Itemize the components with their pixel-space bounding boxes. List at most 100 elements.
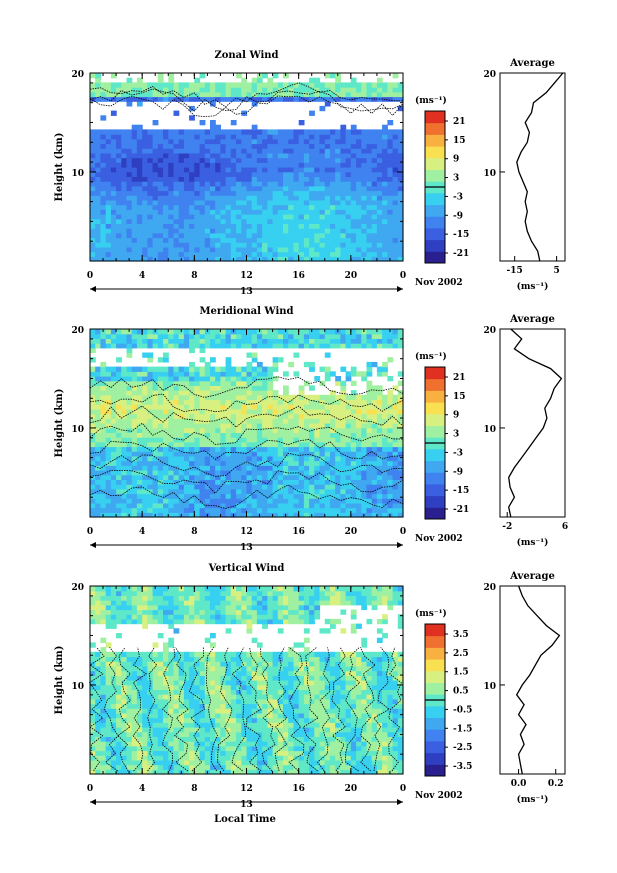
heatmap-cell [340,162,347,168]
heatmap-cell [173,423,180,429]
heatmap-cell [95,157,101,163]
heatmap-cell [90,604,96,611]
heatmap-cell [220,427,227,433]
heatmap-cell [126,366,133,372]
heatmap-cell [142,750,148,756]
heatmap-cell [387,376,394,382]
heatmap-cell [293,129,300,135]
heatmap-cell [95,694,101,700]
heatmap-cell [95,190,101,196]
heatmap-cell [126,488,133,495]
heatmap-cell [251,214,258,220]
heatmap-cell [157,162,164,168]
heatmap-cell [230,87,237,93]
heatmap-cell [105,727,112,733]
heatmap-cell [121,488,128,495]
heatmap-cell [288,507,294,513]
heatmap-cell [194,152,201,159]
heatmap-cell [335,465,341,471]
heatmap-cell [256,474,263,480]
heatmap-cell [392,181,399,187]
heatmap-cell [116,408,122,415]
heatmap-cell [356,404,362,410]
heatmap-cell [121,455,128,462]
heatmap-cell [392,91,399,98]
heatmap-cell [100,162,107,168]
heatmap-cell [303,246,310,253]
heatmap-cell [288,242,294,248]
heatmap-cell [136,232,143,239]
heatmap-cell [230,190,237,196]
heatmap-cell [152,717,159,723]
heatmap-cell [100,451,107,457]
heatmap-cell [397,507,404,513]
heatmap-cell [194,148,201,154]
heatmap-cell [199,167,206,173]
heatmap-cell [136,385,143,391]
heatmap-cell [105,604,112,611]
heatmap-cell [142,586,148,592]
heatmap-cell [230,171,237,177]
heatmap-cell [303,251,310,257]
heatmap-cell [199,427,206,433]
heatmap-cell [100,609,107,615]
heatmap-cell [376,488,383,495]
heatmap-cell [246,441,253,448]
heatmap-cell [314,460,321,466]
heatmap-cell [131,376,138,382]
heatmap-cell [100,736,107,742]
heatmap-cell [356,246,362,253]
heatmap-cell [189,488,195,495]
heatmap-cell [361,432,368,438]
heatmap-cell [100,717,107,723]
heatmap-cell [163,586,169,592]
heatmap-cell [246,82,253,88]
heatmap-cell [283,460,289,466]
heatmap-cell [356,218,362,224]
heatmap-cell [319,446,326,452]
heatmap-cell [330,87,336,93]
heatmap-cell [210,432,216,438]
heatmap-cell [116,755,122,761]
heatmap-cell [152,656,159,662]
heatmap-cell [267,242,274,248]
heatmap-cell [147,214,154,220]
heatmap-cell [100,82,107,88]
heatmap-cell [204,162,211,168]
heatmap-cell [262,427,268,433]
heatmap-cell [142,333,148,339]
heatmap-cell [173,134,180,140]
heatmap-cell [277,474,284,480]
heatmap-cell [251,484,258,490]
heatmap-cell [361,423,368,429]
heatmap-cell [95,399,101,405]
heatmap-cell [215,512,221,518]
heatmap-cell [95,670,101,676]
heatmap-cell [350,134,357,140]
heatmap-cell [236,152,242,159]
heatmap-cell [163,138,169,145]
heatmap-cell [298,171,305,177]
heatmap-cell [95,609,101,615]
heatmap-cell [121,209,128,215]
heatmap-cell [387,427,394,433]
heatmap-cell [178,223,185,229]
heatmap-cell [199,404,206,410]
heatmap-cell [131,600,138,606]
heatmap-cell [215,138,221,145]
heatmap-cell [251,181,258,187]
heatmap-cell [152,138,159,145]
heatmap-cell [236,176,242,182]
heatmap-cell [173,157,180,163]
heatmap-cell [350,129,357,135]
heatmap-cell [194,129,201,135]
heatmap-cell [376,455,383,462]
heatmap-cell [330,423,336,429]
heatmap-cell [173,110,180,116]
heatmap-cell [157,432,164,438]
heatmap-cell [236,209,242,215]
heatmap-cell [340,171,347,177]
heatmap-cell [157,77,164,83]
heatmap-cell [178,764,185,770]
heatmap-cell [220,446,227,452]
